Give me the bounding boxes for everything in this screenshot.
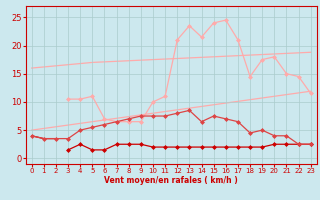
X-axis label: Vent moyen/en rafales ( km/h ): Vent moyen/en rafales ( km/h ) [104, 176, 238, 185]
